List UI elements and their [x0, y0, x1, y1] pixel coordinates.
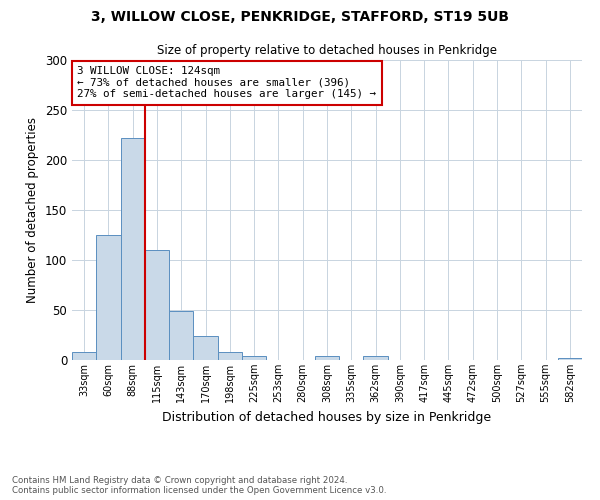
Bar	[193, 336, 218, 360]
Text: Contains HM Land Registry data © Crown copyright and database right 2024.
Contai: Contains HM Land Registry data © Crown c…	[12, 476, 386, 495]
Text: 3 WILLOW CLOSE: 124sqm
← 73% of detached houses are smaller (396)
27% of semi-de: 3 WILLOW CLOSE: 124sqm ← 73% of detached…	[77, 66, 376, 99]
Bar	[242, 356, 266, 360]
Text: 3, WILLOW CLOSE, PENKRIDGE, STAFFORD, ST19 5UB: 3, WILLOW CLOSE, PENKRIDGE, STAFFORD, ST…	[91, 10, 509, 24]
Bar	[315, 356, 339, 360]
Bar	[558, 358, 582, 360]
Title: Size of property relative to detached houses in Penkridge: Size of property relative to detached ho…	[157, 44, 497, 58]
X-axis label: Distribution of detached houses by size in Penkridge: Distribution of detached houses by size …	[163, 410, 491, 424]
Bar	[169, 311, 193, 360]
Bar	[96, 235, 121, 360]
Y-axis label: Number of detached properties: Number of detached properties	[26, 117, 40, 303]
Bar	[121, 138, 145, 360]
Bar	[218, 352, 242, 360]
Bar	[364, 356, 388, 360]
Bar	[72, 352, 96, 360]
Bar	[145, 250, 169, 360]
